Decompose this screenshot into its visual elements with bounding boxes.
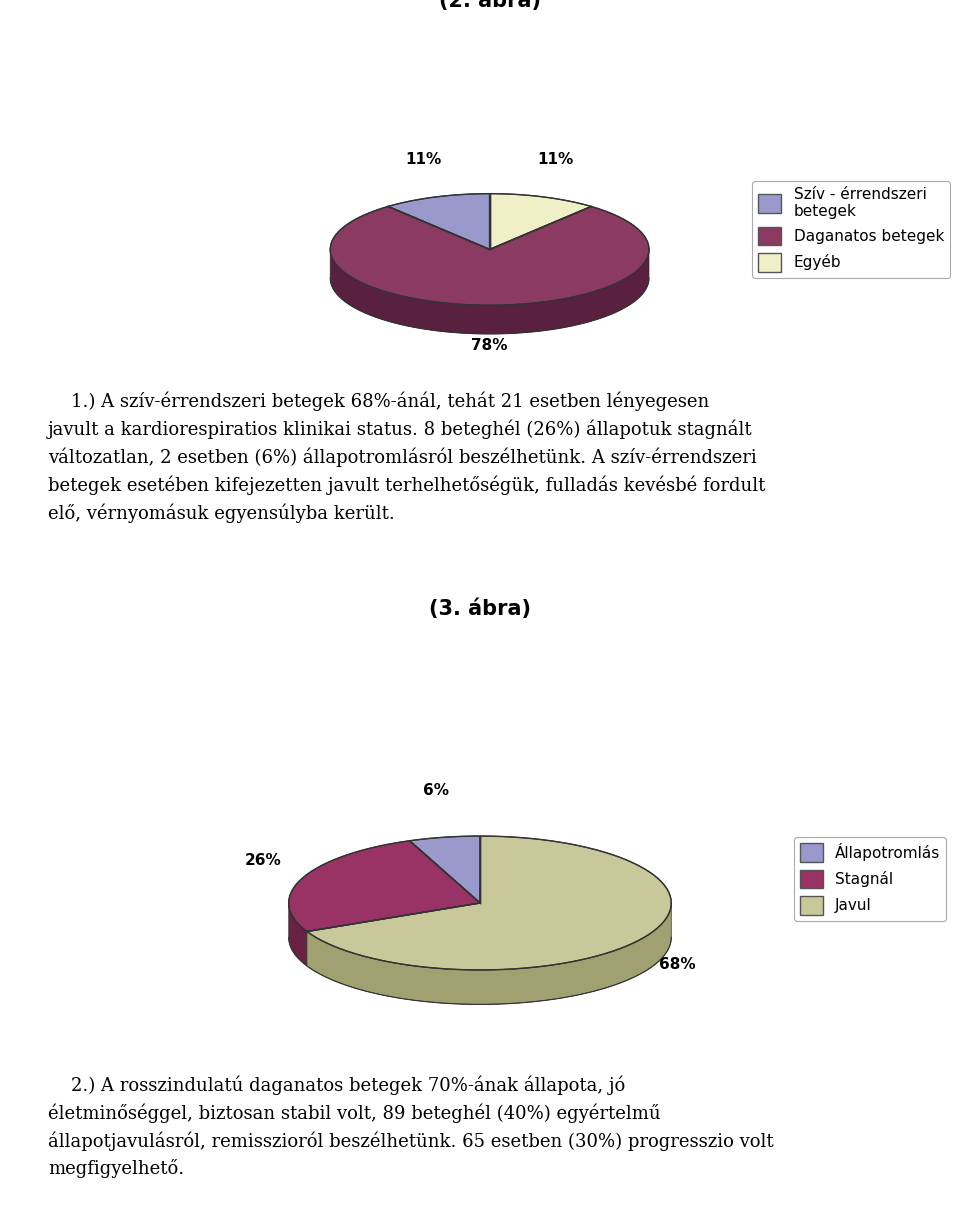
Title: (3. ábra): (3. ábra) (429, 598, 531, 618)
Text: 11%: 11% (538, 152, 573, 167)
Polygon shape (330, 222, 649, 334)
Polygon shape (330, 207, 649, 306)
Polygon shape (307, 903, 671, 1004)
Polygon shape (490, 193, 591, 249)
Text: 68%: 68% (659, 957, 695, 971)
Polygon shape (289, 841, 480, 931)
Legend: Állapotromlás, Stagnál, Javul: Állapotromlás, Stagnál, Javul (794, 837, 947, 920)
Text: 2.) A rosszindulatú daganatos betegek 70%-ának állapota, jó
életminőséggel, bizt: 2.) A rosszindulatú daganatos betegek 70… (48, 1075, 774, 1178)
Polygon shape (307, 836, 671, 970)
Text: 11%: 11% (406, 152, 442, 167)
Text: 6%: 6% (423, 783, 449, 798)
Legend: Szív - érrendszeri
betegek, Daganatos betegek, Egyéb: Szív - érrendszeri betegek, Daganatos be… (753, 181, 950, 277)
Text: 78%: 78% (471, 337, 508, 353)
Polygon shape (388, 193, 490, 249)
Title: (2. ábra): (2. ábra) (439, 0, 540, 11)
Polygon shape (410, 836, 480, 903)
Text: 1.) A szív-érrendszeri betegek 68%-ánál, tehát 21 esetben lényegesen
javult a ka: 1.) A szív-érrendszeri betegek 68%-ánál,… (48, 391, 765, 523)
Polygon shape (289, 870, 671, 1004)
Polygon shape (289, 903, 307, 965)
Polygon shape (330, 249, 649, 334)
Text: 26%: 26% (245, 853, 281, 869)
